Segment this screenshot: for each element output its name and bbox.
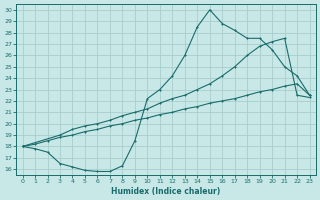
X-axis label: Humidex (Indice chaleur): Humidex (Indice chaleur): [111, 187, 221, 196]
